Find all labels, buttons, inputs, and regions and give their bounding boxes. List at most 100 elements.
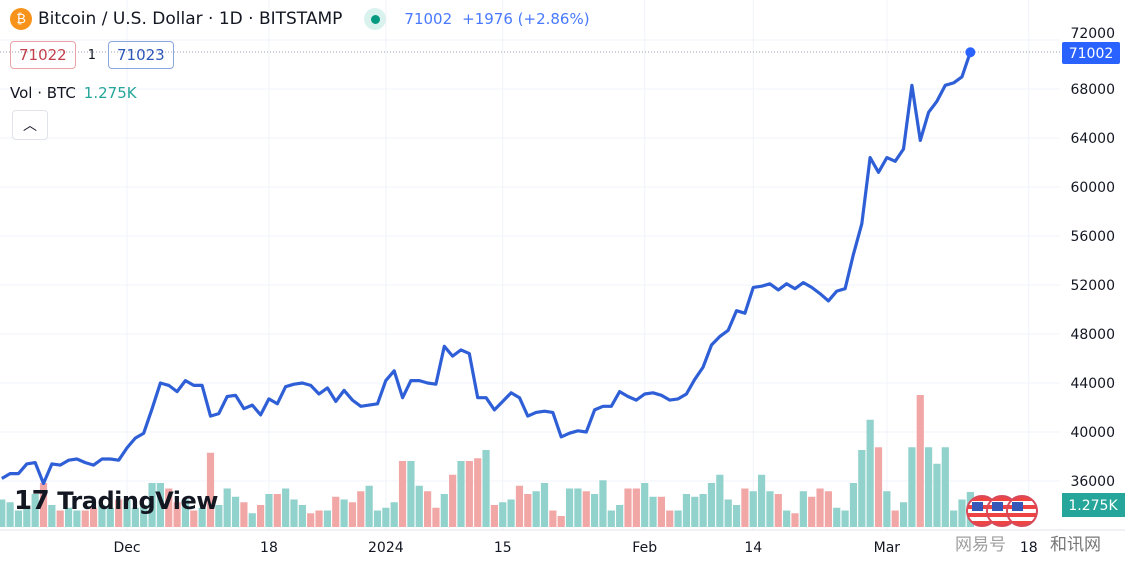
- volume-bar: [415, 485, 423, 527]
- volume-bar: [716, 474, 724, 527]
- volume-bar: [440, 494, 448, 527]
- volume-bar: [741, 488, 749, 527]
- volume-bar: [557, 516, 565, 527]
- volume-bar: [824, 491, 832, 527]
- sell-button[interactable]: 71022: [10, 41, 76, 69]
- volume-bar: [282, 488, 290, 527]
- volume-bar: [841, 510, 849, 527]
- volume-bar: [657, 496, 665, 527]
- volume-bar: [474, 458, 482, 527]
- volume-bar: [532, 491, 540, 527]
- volume-bar: [916, 395, 924, 527]
- volume-bar: [524, 494, 532, 527]
- volume-bar: [449, 474, 457, 527]
- live-dot-icon: [364, 8, 387, 30]
- volume-bar: [599, 480, 607, 527]
- volume-bar: [332, 496, 340, 527]
- volume-label: Vol · BTC: [10, 84, 76, 102]
- volume-bar: [540, 483, 549, 527]
- volume-bar: [323, 510, 331, 527]
- volume-bar: [223, 488, 231, 527]
- volume-bar: [649, 496, 657, 527]
- volume-bar: [515, 485, 524, 527]
- y-tick-label: 36000: [1070, 474, 1115, 490]
- tradingview-logo-text: TradingView: [57, 487, 218, 515]
- volume-bar: [48, 505, 56, 527]
- volume-bar: [565, 488, 574, 527]
- volume-bar: [140, 505, 148, 527]
- us-flag-icon: [1006, 495, 1038, 527]
- volume-bar: [148, 483, 156, 527]
- volume-bar: [950, 510, 958, 527]
- volume-bar: [357, 491, 365, 527]
- volume-bar: [181, 499, 190, 527]
- volume-bar: [457, 461, 465, 527]
- volume-bar: [206, 452, 215, 527]
- price-axis[interactable]: 72000 68000 64000 60000 56000 52000 48000 44000…: [1070, 26, 1115, 490]
- last-price-dot: [965, 47, 976, 58]
- y-tick-label: 44000: [1070, 376, 1115, 392]
- x-tick-label: 15: [494, 540, 512, 556]
- volume-bar: [90, 507, 98, 527]
- volume-bar: [616, 505, 624, 527]
- volume-bar: [933, 463, 941, 527]
- spread: 1: [87, 47, 96, 63]
- last-price-label: 71002: [1062, 42, 1120, 64]
- volume-bar: [14, 510, 23, 527]
- x-tick-label: 14: [744, 540, 762, 556]
- volume-bar: [724, 499, 732, 527]
- last-volume-text: 1.275K: [1068, 498, 1118, 514]
- volume-bar: [115, 499, 123, 527]
- volume-bar: [348, 502, 357, 527]
- symbol-header[interactable]: ₿ Bitcoin / U.S. Dollar · 1D · BITSTAMP …: [10, 8, 590, 30]
- x-tick-label: Mar: [874, 540, 901, 556]
- volume-value: 1.275K: [83, 84, 137, 102]
- volume-bar: [190, 510, 198, 527]
- volume-bar: [816, 488, 824, 527]
- volume-bar: [382, 507, 390, 527]
- x-tick-label: 18: [260, 540, 278, 556]
- volume-bar: [808, 496, 816, 527]
- y-tick-label: 64000: [1070, 131, 1115, 147]
- volume-bar: [549, 510, 557, 527]
- volume-bar: [699, 494, 707, 527]
- volume-bar: [591, 494, 599, 527]
- volume-bar: [98, 505, 106, 527]
- volume-bar: [691, 496, 699, 527]
- volume-bar: [0, 499, 6, 527]
- volume-bar: [732, 505, 741, 527]
- buy-button[interactable]: 71023: [108, 41, 174, 69]
- volume-bar: [507, 499, 515, 527]
- volume-bar: [365, 485, 373, 527]
- volume-bar: [81, 510, 89, 527]
- x-tick-label: 18: [1020, 540, 1038, 556]
- volume-bar: [574, 488, 582, 527]
- volume-bar: [64, 507, 73, 527]
- volume-bar: [231, 496, 240, 527]
- volume-bar: [373, 510, 382, 527]
- collapse-legend-button[interactable]: ︿: [12, 110, 48, 140]
- volume-bar: [707, 483, 716, 527]
- volume-bar: [883, 491, 891, 527]
- bid-ask: 71022 1 71023: [10, 41, 174, 69]
- volume-bar: [248, 513, 256, 527]
- chevron-up-icon: ︿: [23, 118, 37, 134]
- volume-bar: [290, 499, 298, 527]
- volume-bar: [56, 510, 64, 527]
- volume-bar: [849, 483, 858, 527]
- volume-bar: [866, 419, 874, 527]
- bitcoin-icon: ₿: [10, 8, 32, 30]
- volume-bar: [674, 510, 682, 527]
- volume-bar: [106, 507, 114, 527]
- volume-bar: [624, 488, 632, 527]
- volume-bar: [758, 474, 766, 527]
- volume-bar: [23, 507, 31, 527]
- volume-bar: [424, 491, 432, 527]
- last-price-text: 71002: [1069, 46, 1114, 62]
- time-axis[interactable]: Dec 18 2024 15 Feb 14 Mar 18: [113, 540, 1037, 556]
- volume-bar: [6, 502, 14, 527]
- tradingview-logo: 17 TradingView: [14, 486, 218, 516]
- volume-bar: [799, 491, 807, 527]
- price-change: +1976 (+2.86%): [462, 10, 590, 28]
